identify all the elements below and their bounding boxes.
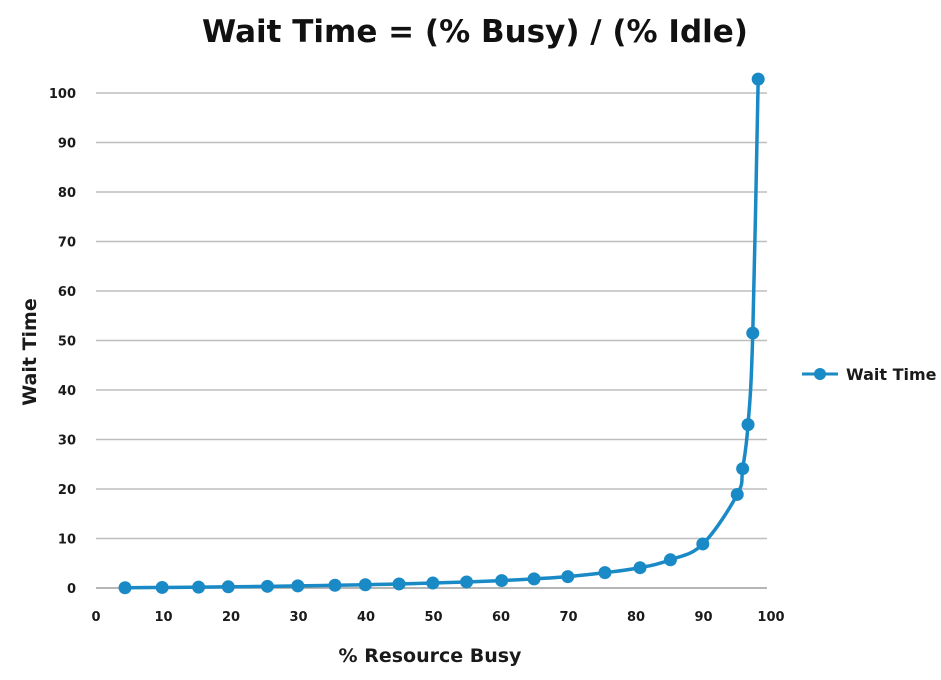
data-point <box>598 566 612 580</box>
legend-label: Wait Time <box>846 365 937 384</box>
data-point <box>696 537 710 551</box>
chart-title: Wait Time = (% Busy) / (% Idle) <box>202 14 748 50</box>
series-line <box>125 79 760 590</box>
y-tick-label: 70 <box>58 236 76 251</box>
x-axis-ticks: 0 10 20 30 40 50 60 70 80 90 100 <box>91 610 784 625</box>
data-point <box>751 72 765 86</box>
x-tick-label: 70 <box>559 610 577 625</box>
y-tick-label: 50 <box>58 335 76 350</box>
data-point <box>221 580 235 594</box>
data-point <box>495 574 509 588</box>
data-point <box>663 553 677 567</box>
data-point <box>460 575 474 589</box>
data-point <box>358 578 372 592</box>
y-tick-label: 60 <box>58 285 76 300</box>
y-tick-label: 20 <box>58 483 76 498</box>
x-axis-label: % Resource Busy <box>339 645 523 667</box>
y-tick-label: 80 <box>58 186 76 201</box>
x-tick-label: 40 <box>357 610 375 625</box>
x-tick-label: 50 <box>424 610 442 625</box>
data-point <box>392 577 406 591</box>
x-tick-label: 80 <box>627 610 645 625</box>
data-point <box>561 570 575 584</box>
x-tick-label: 30 <box>289 610 307 625</box>
y-tick-label: 30 <box>58 434 76 449</box>
x-tick-label: 90 <box>694 610 712 625</box>
y-tick-label: 0 <box>67 582 76 597</box>
data-point <box>192 580 206 594</box>
x-tick-label: 20 <box>222 610 240 625</box>
data-point <box>741 418 755 432</box>
y-tick-label: 90 <box>58 137 76 152</box>
data-point <box>746 326 760 340</box>
data-point <box>155 580 169 594</box>
gridlines <box>96 92 767 589</box>
series-wait-time <box>118 72 765 595</box>
y-axis-label: Wait Time <box>19 298 41 405</box>
data-point <box>633 561 647 575</box>
data-point <box>736 462 750 476</box>
data-point <box>118 581 132 595</box>
data-point <box>291 579 305 593</box>
x-tick-label: 60 <box>492 610 510 625</box>
y-tick-label: 10 <box>58 533 76 548</box>
data-point <box>260 579 274 593</box>
x-tick-label: 10 <box>154 610 172 625</box>
data-point <box>527 572 541 586</box>
x-tick-label: 100 <box>757 610 784 625</box>
y-tick-label: 100 <box>49 87 76 102</box>
legend-marker <box>814 368 826 380</box>
y-tick-label: 40 <box>58 384 76 399</box>
data-point <box>730 487 744 501</box>
x-tick-label: 0 <box>91 610 100 625</box>
data-point <box>328 578 342 592</box>
data-point <box>426 576 440 590</box>
legend: Wait Time <box>802 365 937 384</box>
y-axis-ticks: 0 10 20 30 40 50 60 70 80 90 100 <box>49 87 76 597</box>
